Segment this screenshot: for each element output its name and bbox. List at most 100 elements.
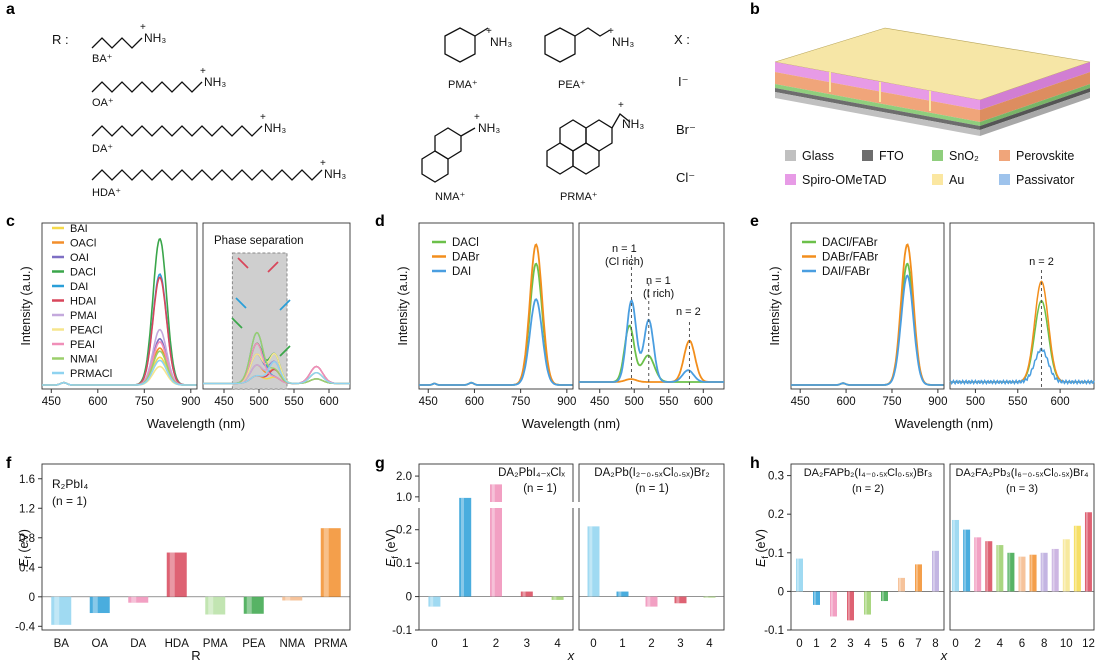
legend-c-HDAI: HDAI [70, 296, 96, 308]
chart-d-left-tick-label: 900 [557, 396, 576, 408]
chart-h-left-title: DA₂FAPb₂(I₄₋₀.₅ₓCl₀.₅ₓ)Br₃ [804, 467, 933, 479]
series-d-left-DAI [419, 298, 573, 386]
bar-h-left-3-shine [848, 591, 850, 621]
annotation-d-2: n = 1 [646, 275, 671, 287]
phase-separation-label: Phase separation [214, 235, 304, 247]
chart-c-left-tick-label: 900 [181, 396, 200, 408]
chart-f-ylabel: Ef (eV) [17, 529, 33, 567]
panel-label-h: h [750, 455, 760, 472]
legend-swatch-au [932, 174, 943, 185]
bar-h-right-10-shine [1063, 539, 1066, 592]
chart-g-left-title: DA₂PbI₄₋ₓClₓ [498, 467, 565, 479]
bar-f-OA-shine [92, 596, 98, 614]
chart-f-xtick-label: PMA [203, 638, 228, 650]
chart-h-right-sub: (n = 3) [1006, 483, 1038, 495]
bar-f-DA [128, 596, 149, 603]
series-d-right-DAI [579, 299, 724, 383]
bar-h-right-9-shine [1052, 548, 1055, 592]
panel-b-device: Glass FTO SnO₂ Perovskite Spiro-OMeTAD A… [774, 27, 1091, 187]
legend-c-NMAI: NMAI [70, 354, 98, 366]
chart-g-xlabel: x [567, 648, 575, 663]
chart-g-xtick-label: 3 [677, 638, 683, 650]
bar-f-PEA-shine [246, 596, 252, 614]
cation-prma: PRMA⁺ [560, 191, 598, 203]
chart-d-left-frame [418, 222, 574, 390]
chart-e-left-tick-label: 750 [882, 396, 901, 408]
bar-h-left-0 [796, 558, 803, 592]
legend-fto: FTO [879, 149, 904, 163]
hda-plus: + [320, 158, 326, 169]
perovskite-front [775, 72, 980, 122]
bar-h-left-4-shine [865, 591, 867, 615]
series-d-left-DABr [419, 243, 573, 386]
bar-h-right-12 [1084, 512, 1092, 592]
bar-h-right-8-shine [1041, 552, 1044, 592]
legend-swatch-perovskite [999, 150, 1010, 161]
bar-h-right-7-shine [1030, 554, 1033, 592]
prma-bond [611, 113, 631, 129]
nma-ring-1 [434, 127, 462, 160]
chart-g-ytick-label: 0 [406, 592, 412, 604]
legend-sno2: SnO₂ [949, 149, 979, 163]
prma-ring-3 [546, 142, 574, 175]
chart-h-left-frame [790, 463, 945, 631]
bar-h-right-0 [952, 519, 960, 592]
bar-h-right-4-shine [997, 545, 1000, 592]
chart-h-ytick-label: -0.1 [764, 625, 784, 637]
bar-f-BA [51, 596, 72, 625]
hda-nh3: NH₃ [324, 167, 346, 181]
chart-h-xtick-label: 1 [813, 638, 819, 650]
pma-bond [474, 27, 489, 37]
panel-label-g: g [375, 455, 385, 472]
chart-f-ytick-label: -0.4 [15, 621, 35, 633]
bar-f-HDA-shine [169, 552, 175, 597]
chart-d-right-frame [578, 222, 725, 390]
bar-h-right-1-shine [964, 529, 966, 592]
bar-g-left-0 [428, 596, 441, 607]
chart-g-xtick-label: 0 [590, 638, 596, 650]
chart-f-frame [41, 463, 351, 631]
bar-h-right-10 [1062, 539, 1070, 592]
da-plus: + [260, 112, 266, 123]
chart-e-right-tick-label: 550 [1008, 396, 1027, 408]
chart-g-xtick-label: 2 [493, 638, 499, 650]
bar-h-right-4 [996, 545, 1004, 592]
chart-h-ylabel: Ef (eV) [754, 529, 770, 567]
bar-h-left-2-shine [831, 591, 833, 617]
chart-h-xtick-label: 6 [1019, 638, 1025, 650]
nma-nh3: NH₃ [478, 121, 500, 135]
chart-g-ytick-label: 1.0 [396, 492, 412, 504]
panel-label-b: b [750, 1, 760, 18]
chart-c-xlabel: Wavelength (nm) [147, 416, 246, 431]
legend-d-DABr: DABr [452, 252, 480, 264]
chart-c-left-frame [41, 222, 198, 390]
chart-h-xtick-label: 10 [1060, 638, 1073, 650]
x-label: X : [674, 32, 690, 47]
series-c-left-PMAI [42, 328, 197, 386]
bar-h-right-2 [974, 537, 982, 592]
chart-h-xtick-label: 8 [1041, 638, 1047, 650]
bar-f-PMA [205, 596, 226, 615]
pea-nh3: NH₃ [612, 35, 634, 49]
fto-side [980, 88, 1090, 130]
prma-ring-2 [585, 119, 613, 152]
panel-a-structures: R : NH₃ + BA⁺ NH₃ + OA⁺ NH₃ + DA⁺ NH₃ + … [52, 22, 696, 203]
legend-swatch-glass [785, 150, 796, 161]
bar-g-right-3 [674, 596, 687, 604]
pea-bond [574, 27, 611, 37]
bar-h-left-7 [915, 564, 922, 592]
chart-h-xtick-label: 8 [932, 638, 938, 650]
legend-e-DABr/FABr: DABr/FABr [822, 252, 878, 264]
bar-h-left-6 [898, 577, 905, 592]
bar-f-OA [89, 596, 110, 614]
chart-g-right-frame [578, 463, 725, 631]
bar-g-right-1-shine [618, 591, 622, 597]
chart-d-right-tick-label: 600 [694, 396, 713, 408]
bar-h-left-6-shine [899, 577, 901, 592]
pea-ring [544, 27, 576, 63]
chart-h-xtick-label: 7 [915, 638, 921, 650]
legend-c-PRMACl: PRMACl [70, 368, 112, 380]
oa-plus: + [200, 66, 206, 77]
legend-c-PEAI: PEAI [70, 339, 95, 351]
pma-plus: + [486, 26, 492, 37]
